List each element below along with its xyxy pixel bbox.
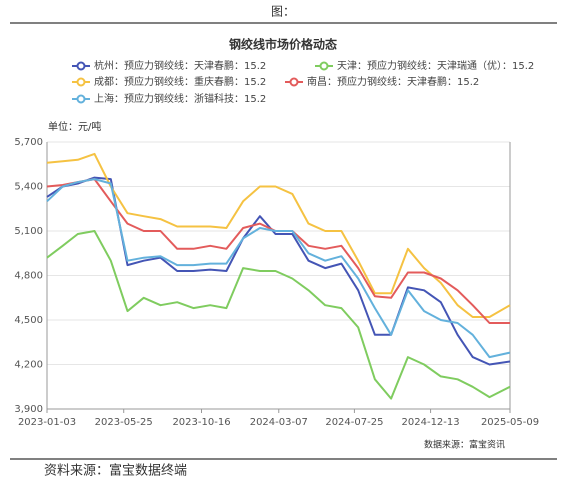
source-note: 数据来源：富宝资讯 — [424, 439, 505, 451]
x-tick-label: 2024-12-13 — [402, 417, 460, 428]
series-line — [46, 230, 511, 400]
legend-label: 天津：预应力钢绞线：天津瑞通（优）：15.2 — [337, 59, 534, 72]
footer: 资料来源：富宝数据终端 — [44, 463, 187, 479]
legend-marker — [76, 94, 86, 104]
x-tick-label: 2023-10-16 — [172, 417, 230, 428]
y-tick-label: 4,800 — [14, 271, 43, 282]
legend-marker — [76, 61, 86, 71]
x-tick-label: 2025-05-09 — [481, 417, 539, 428]
legend-label: 成都：预应力钢绞线：重庆春鹏：15.2 — [94, 75, 266, 88]
y-tick-label: 4,200 — [14, 360, 43, 371]
legend-label: 南昌：预应力钢绞线：天津春鹏：15.2 — [307, 75, 479, 88]
x-tick-label: 2023-05-25 — [95, 417, 153, 428]
x-tick-label: 2023-01-03 — [18, 417, 76, 428]
legend-marker — [289, 77, 299, 87]
legend-marker — [76, 77, 86, 87]
legend-label: 上海：预应力钢绞线：浙锚科技：15.2 — [94, 92, 266, 105]
series-line — [46, 178, 511, 359]
chart-title: 钢绞线市场价格动态 — [229, 37, 337, 52]
y-tick-label: 4,500 — [14, 315, 43, 326]
y-tick-label: 5,100 — [14, 226, 43, 237]
y-tick-label: 3,900 — [14, 404, 43, 415]
series-line — [46, 152, 511, 318]
figure-label: 图： — [271, 5, 295, 19]
y-tick-label: 5,700 — [14, 137, 43, 148]
x-tick-label: 2024-07-25 — [325, 417, 383, 428]
legend-marker — [319, 61, 329, 71]
legend-label: 杭州：预应力钢绞线：天津春鹏：15.2 — [94, 59, 266, 72]
y-axis-label: 单位：元/吨 — [48, 120, 101, 133]
y-tick-label: 5,400 — [14, 182, 43, 193]
x-tick-label: 2024-03-07 — [250, 417, 308, 428]
